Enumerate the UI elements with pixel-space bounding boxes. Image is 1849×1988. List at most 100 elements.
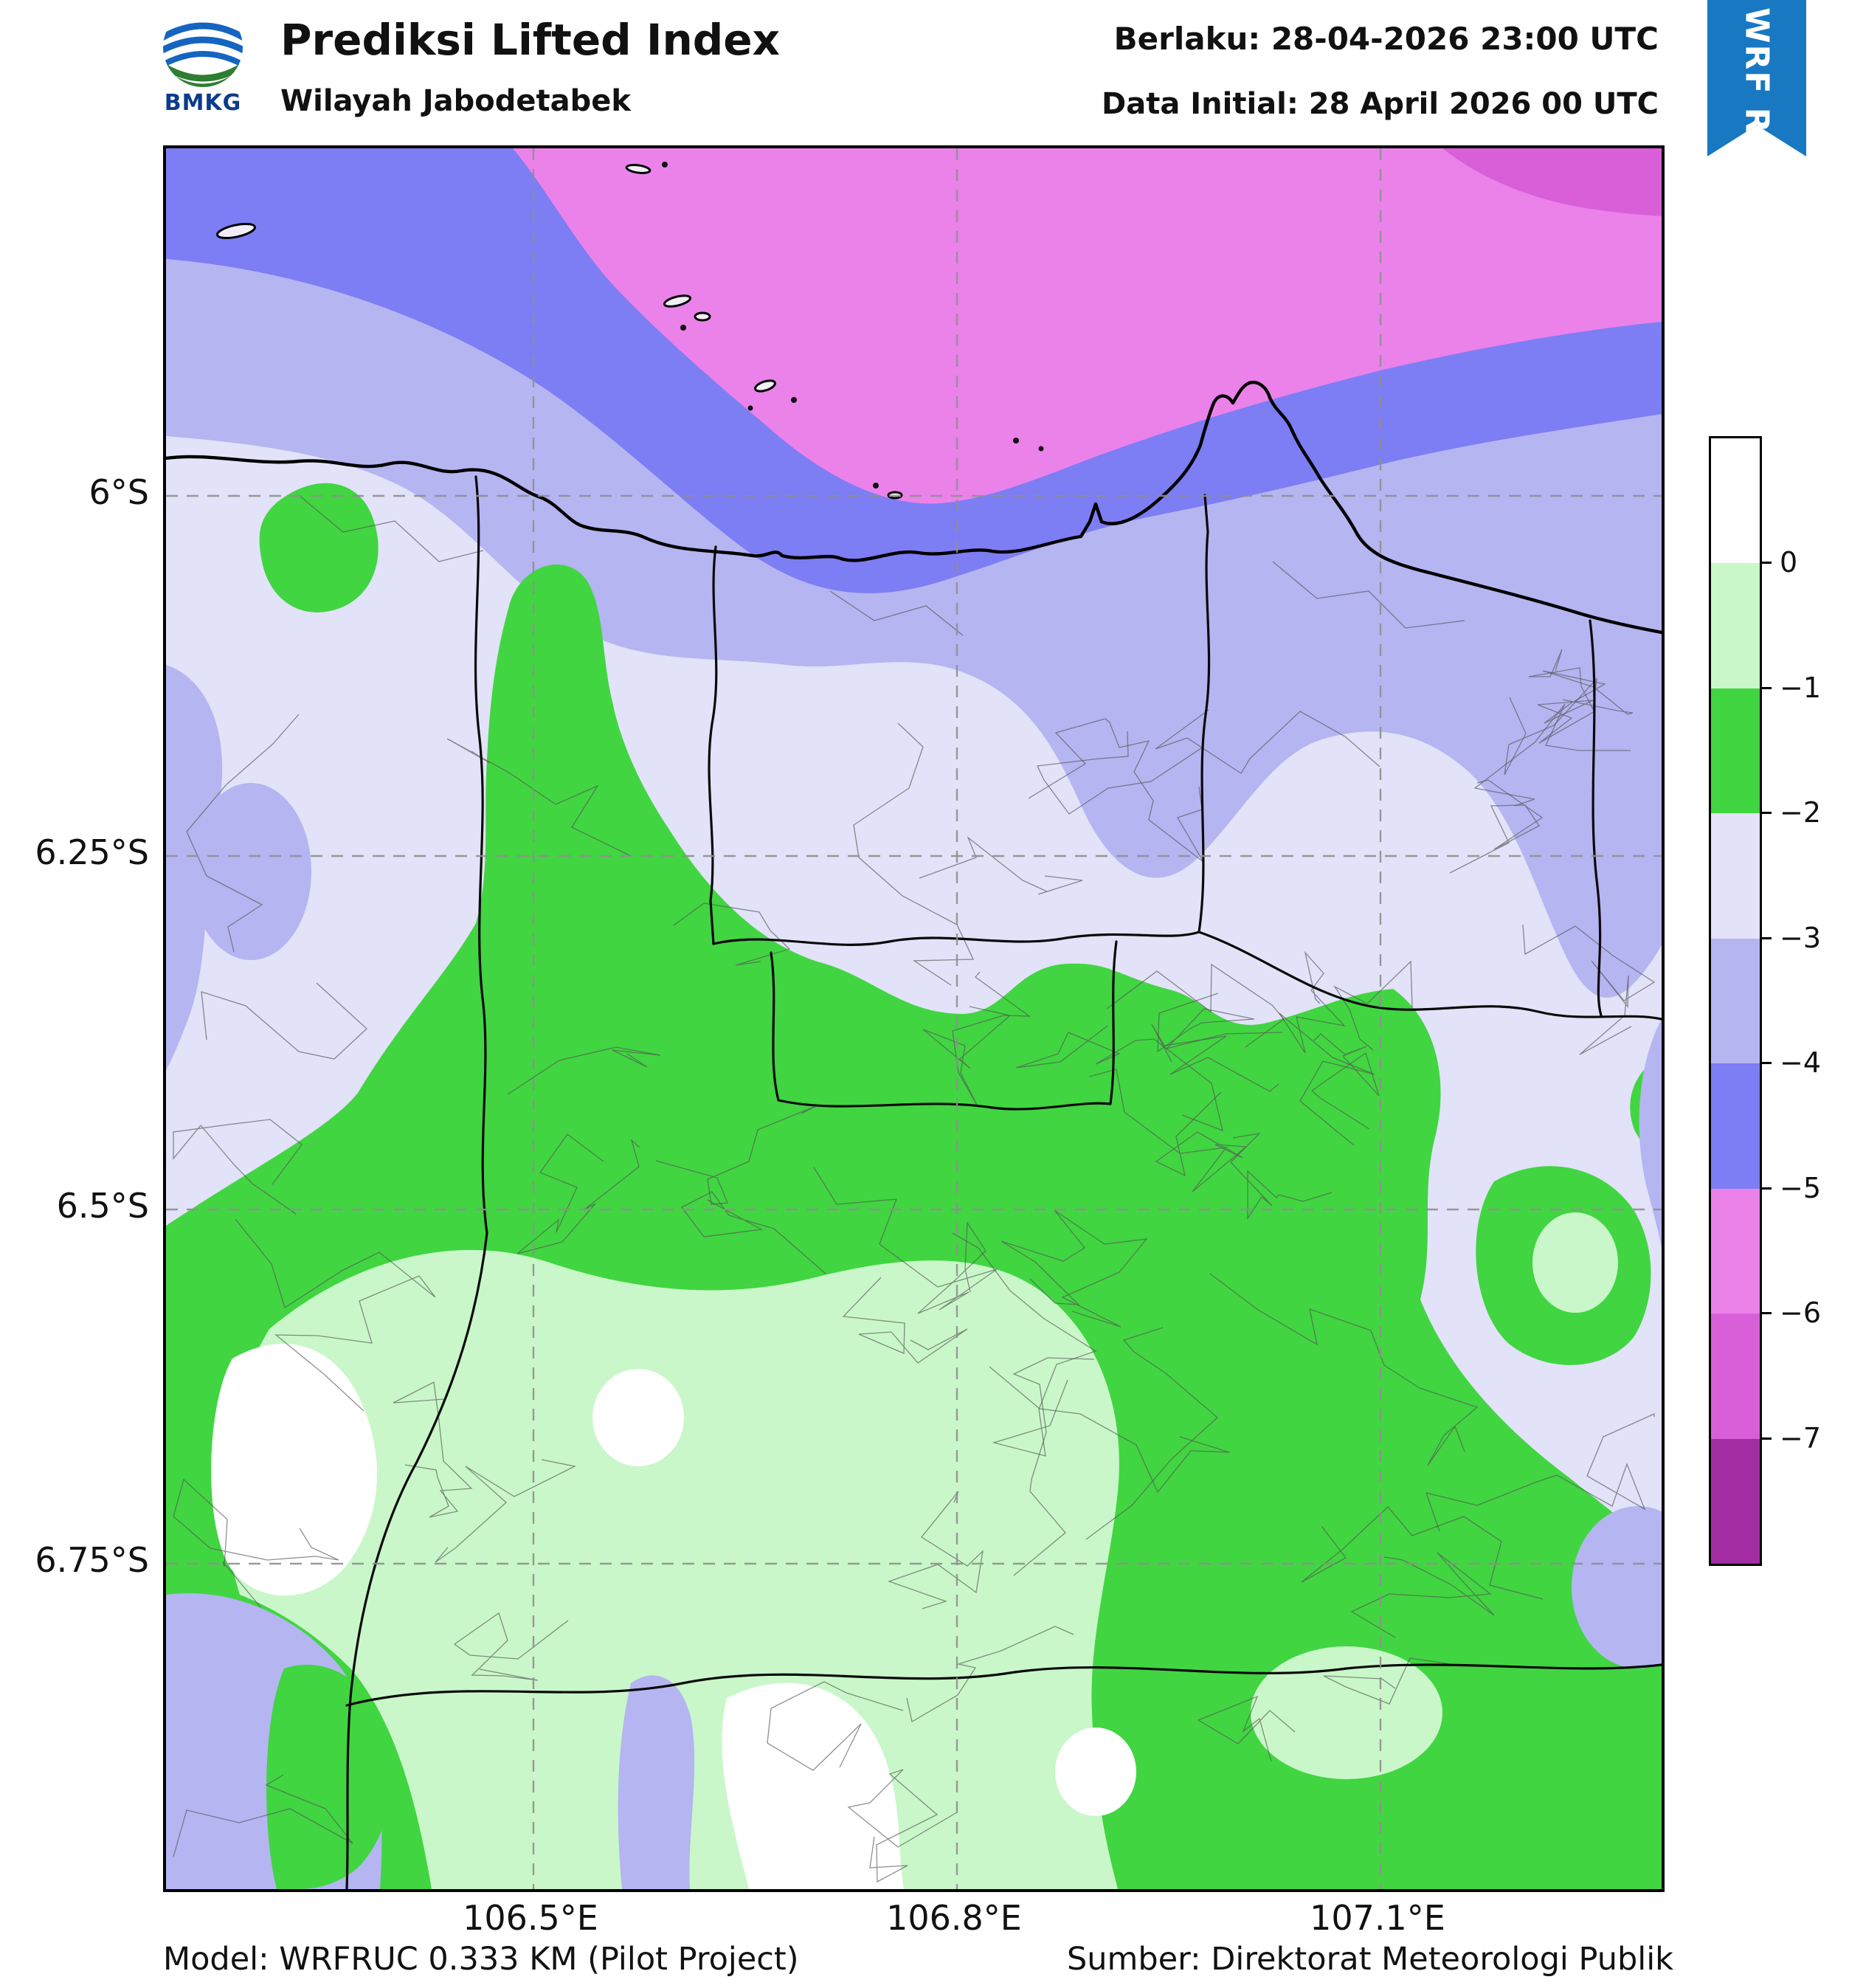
district-boundary-line [673,902,791,966]
bmkg-logo: BMKG [151,4,255,116]
colorbar-label-0: 0 [1780,546,1798,579]
ytick-675s: 6.75°S [35,1539,149,1580]
district-boundary-line [393,1381,473,1518]
district-boundary-line [952,1232,1097,1457]
islands [216,162,1044,500]
district-boundary-line [1151,1024,1279,1092]
district-boundary-line [1425,1412,1655,1532]
district-boundary-line [1012,1357,1095,1576]
district-boundary-line [989,1366,1230,1494]
colorbar-label-m1: −1 [1780,672,1822,704]
district-boundary-line [1209,1273,1479,1466]
wrf-ruc-ribbon: WRF RUC [1707,0,1806,156]
district-boundary-line [1037,731,1204,815]
colorbar-tick [1760,1062,1772,1064]
colorbar-tick [1760,1187,1772,1190]
page-subtitle: Wilayah Jabodetabek [280,84,631,118]
wrf-ruc-ribbon-label: WRF RUC [1738,7,1776,187]
region-white-sw [211,1344,378,1596]
district-boundary-line [853,722,975,986]
district-boundary-line [235,1218,436,1412]
district-boundary-line [1088,1069,1248,1193]
colorbar-segment-orchiddeep [1711,1314,1760,1439]
initial-datetime: Data Initial: 28 April 2026 00 UTC [1102,87,1659,121]
colorbar-label-m2: −2 [1780,796,1822,829]
district-boundary-line [1310,1033,1380,1130]
map-canvas [163,145,1665,1892]
region-orchid-deep [1442,148,1662,216]
region-palegreen-rightmid [1532,1212,1618,1313]
district-boundary-line [1449,779,1544,874]
region-green-topleft [259,483,379,612]
district-boundary-line [453,1612,569,1681]
region-palegreen-inner [224,1249,1119,1889]
district-boundary-line [813,1167,998,1314]
district-boundary-line [1015,1025,1223,1132]
coastline [166,380,1662,635]
footer-source: Sumber: Direktorat Meteorologi Publik [1067,1941,1674,1978]
district-boundary-line [1157,993,1283,1053]
district-boundary-line [888,1491,984,1609]
ytick-6s: 6°S [89,472,149,512]
district-boundary-line [1028,718,1204,863]
district-boundary-line [1230,1133,1333,1221]
district-boundary-line [1323,1657,1451,1705]
district-boundary-line [1333,960,1413,1051]
district-boundary-line [847,1769,958,1883]
colorbar-segment-periwinkle [1711,938,1760,1064]
colorbar-segment-white [1711,438,1760,564]
colorbar-tick [1760,937,1772,939]
district-boundary-line [655,1105,818,1205]
district-boundary-line [919,835,1083,895]
footer-model: Model: WRFRUC 0.333 KM (Pilot Project) [163,1941,799,1978]
district-boundary-line [1473,703,1631,807]
district-boundary-line [1537,670,1634,744]
district-boundary-line [1155,709,1380,774]
lifted-index-map [166,148,1662,1889]
colorbar-label-m7: −7 [1780,1422,1822,1454]
colorbar-tick [1760,562,1772,564]
colorbar-label-m3: −3 [1780,922,1822,954]
colorbar-tick [1760,1437,1772,1440]
region-green-sw-strip [266,1664,393,1889]
district-boundary-line [681,1191,826,1274]
district-boundary-line [507,1046,661,1095]
region-periwinkle-left-blob [190,783,311,960]
contour-field [166,148,1662,1889]
colorbar-segment-blueviolet [1711,1063,1760,1189]
district-boundary-line [1085,1327,1218,1540]
colorbar-segment-palegreen [1711,563,1760,688]
colorbar-segment-orchid [1711,1188,1760,1314]
colorbar-tick [1760,687,1772,689]
district-boundary-line [435,1459,576,1563]
region-orchid-sea [513,148,1662,504]
colorbar-label-m6: −6 [1780,1297,1822,1329]
region-periwinkle-se [1572,1506,1662,1668]
district-boundary-line [842,1277,968,1364]
colorbar-tick [1760,1312,1772,1314]
admin-boundaries [345,475,1662,1889]
region-palegreen-se [1251,1646,1442,1779]
district-boundary-line [446,738,633,857]
valid-datetime: Berlaku: 28-04-2026 23:00 UTC [1113,21,1659,57]
colorbar-label-m4: −4 [1780,1046,1822,1079]
district-boundary-line [906,1626,1074,1723]
district-boundary-line [1350,1552,1495,1638]
xtick-1071e: 107.1°E [1310,1898,1445,1938]
district-boundary-line [186,714,300,953]
colorbar [1709,436,1762,1566]
region-white-south [722,1682,904,1889]
district-boundary-line [173,1119,303,1215]
page-title: Prediksi Lifted Index [280,15,780,65]
district-boundary-line [1279,950,1375,1146]
colorbar-segment-green [1711,688,1760,814]
bmkg-logo-label: BMKG [164,90,242,116]
region-white-small-2 [1055,1728,1136,1816]
xtick-1065e: 106.5°E [463,1898,598,1938]
district-boundary-line [516,1133,640,1254]
district-boundaries [173,494,1656,1883]
district-boundary-line [922,971,1031,1108]
colorbar-label-m5: −5 [1780,1172,1822,1204]
ytick-65s: 6.5°S [56,1185,149,1226]
